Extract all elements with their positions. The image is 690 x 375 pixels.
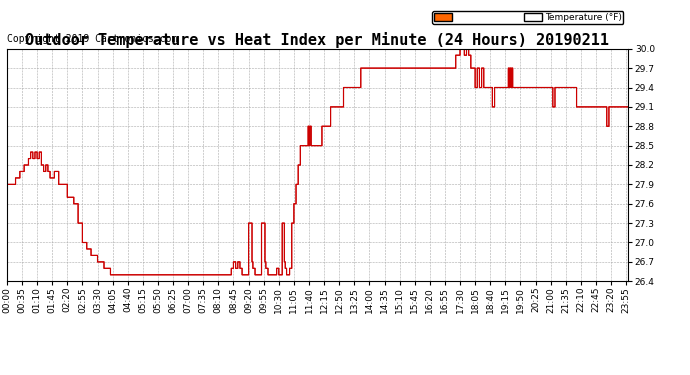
Text: Copyright 2019 Cartronics.com: Copyright 2019 Cartronics.com xyxy=(7,34,177,44)
Title: Outdoor Temperature vs Heat Index per Minute (24 Hours) 20190211: Outdoor Temperature vs Heat Index per Mi… xyxy=(26,32,609,48)
Legend: Heat Index (°F), Temperature (°F): Heat Index (°F), Temperature (°F) xyxy=(433,11,623,24)
